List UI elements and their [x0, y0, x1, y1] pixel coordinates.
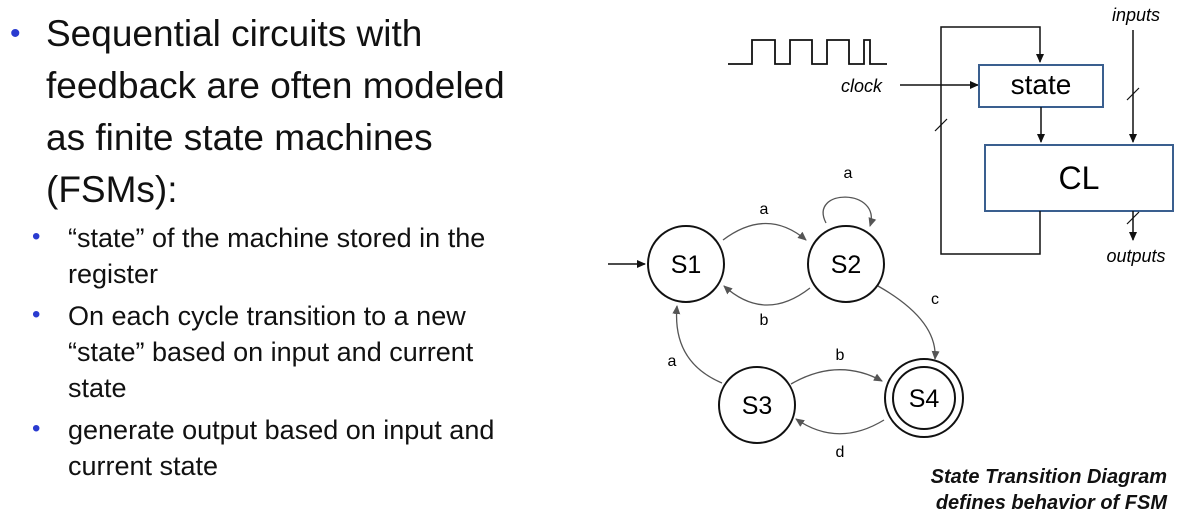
transition-label: a	[760, 201, 769, 218]
transition-s2-s1	[723, 285, 811, 306]
bus-tick	[1126, 87, 1140, 101]
bus-tick	[934, 118, 948, 132]
main-bullet: • Sequential circuits with feedback are …	[8, 8, 608, 216]
sub-bullet: • “state” of the machine stored in the r…	[8, 220, 608, 292]
circuit-diagram: clock state CL inputs outputs	[728, 5, 1174, 266]
sub-bullet-text: “state” of the machine stored in the reg…	[68, 223, 486, 289]
bullet-list: • Sequential circuits with feedback are …	[8, 8, 608, 490]
state-node-s4: S4	[884, 358, 964, 438]
state-node-s2: S2	[807, 225, 885, 303]
transition-label: a	[668, 353, 677, 370]
bullet-dot: •	[32, 415, 41, 442]
bullet-dot: •	[10, 17, 21, 50]
state-register	[978, 64, 1104, 108]
clock-label: clock	[841, 76, 883, 96]
bullet-dot: •	[32, 301, 41, 328]
transition-s2-s2	[822, 196, 877, 227]
transition-s3-s4	[790, 369, 883, 385]
combinational-logic-block	[984, 144, 1174, 212]
transition-label: b	[760, 312, 769, 329]
diagram-caption: State Transition Diagram defines behavio…	[930, 466, 1167, 514]
transition-label: c	[931, 291, 939, 308]
transition-s4-s3	[795, 418, 885, 435]
transition-label: b	[836, 347, 845, 364]
clock-waveform	[728, 39, 887, 65]
main-bullet-text: Sequential circuits with feedback are of…	[46, 13, 505, 210]
sub-bullet-text: generate output based on input and curre…	[68, 415, 495, 481]
state-node-label: S1	[671, 251, 702, 279]
cl-label: CL	[1059, 160, 1100, 196]
feedback-wire	[940, 26, 1044, 255]
state-node-s3: S3	[718, 366, 796, 444]
sub-bullet-text: On each cycle transition to a new “state…	[68, 301, 474, 403]
transition-label: a	[844, 165, 853, 182]
state-transition-diagram: a a b c a b d S1 S2 S3 S4	[608, 165, 964, 461]
inputs-label: inputs	[1112, 5, 1160, 25]
state-node-label: S4	[909, 385, 940, 413]
transition-s1-s2	[722, 222, 807, 241]
transition-label: d	[836, 444, 845, 461]
bus-tick	[1126, 211, 1140, 225]
sub-bullet: • On each cycle transition to a new “sta…	[8, 298, 608, 406]
transition-s3-s1	[672, 305, 723, 384]
state-node-label: S2	[831, 251, 862, 279]
transition-s2-s4	[877, 285, 940, 360]
state-label: state	[1011, 69, 1072, 100]
state-node-s1: S1	[647, 225, 725, 303]
state-node-label: S3	[742, 392, 773, 420]
sub-bullet: • generate output based on input and cur…	[8, 412, 608, 484]
outputs-label: outputs	[1106, 246, 1165, 266]
bullet-dot: •	[32, 223, 41, 250]
